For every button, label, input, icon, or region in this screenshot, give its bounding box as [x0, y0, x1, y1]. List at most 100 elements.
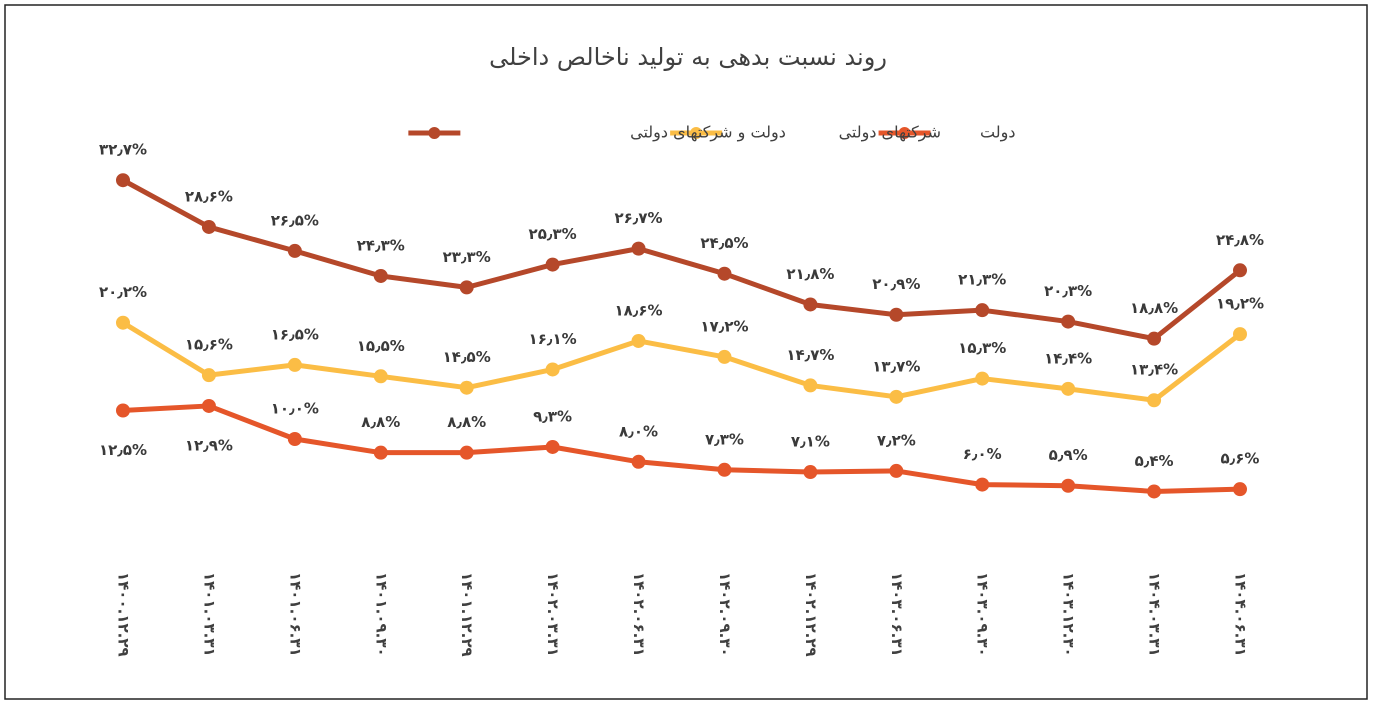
- x-tick-label: ۱۴۰۱.۰۹.۳۰: [372, 572, 390, 657]
- data-label: ۲۰٫۳%: [1044, 282, 1092, 300]
- data-point: [803, 378, 818, 393]
- x-tick-label: ۱۴۰۳.۱۲.۳۰: [1060, 572, 1078, 657]
- data-label: ۲۴٫۳%: [357, 236, 405, 254]
- data-point: [631, 454, 646, 469]
- data-point: [116, 315, 130, 330]
- data-label: ۲۴٫۸%: [1216, 231, 1264, 249]
- data-label: ۷٫۳%: [705, 430, 744, 448]
- x-tick-label: ۱۴۰۳.۰۶.۳۱: [888, 572, 906, 657]
- data-point: [803, 465, 818, 480]
- data-label: ۱۹٫۲%: [1216, 295, 1264, 313]
- data-point: [545, 439, 560, 454]
- data-label: ۱۲٫۵%: [99, 441, 147, 459]
- legend-marker: [898, 127, 911, 139]
- data-point: [201, 368, 216, 383]
- data-label: ۱۰٫۰%: [271, 400, 319, 418]
- data-label: ۷٫۱%: [791, 433, 830, 451]
- data-label: ۲۴٫۵%: [700, 234, 748, 252]
- data-point: [803, 297, 818, 312]
- data-point: [287, 357, 302, 372]
- data-label: ۱۳٫۴%: [1130, 361, 1178, 379]
- data-label: ۲۳٫۳%: [443, 248, 491, 266]
- data-point: [631, 333, 646, 348]
- data-label: ۱۴٫۷%: [786, 346, 834, 364]
- data-label: ۱۸٫۸%: [1130, 299, 1178, 317]
- data-label: ۲۸٫۶%: [185, 187, 233, 205]
- x-tick-label: ۱۴۰۳.۰۹.۳۰: [974, 572, 992, 657]
- x-tick-label: ۱۴۰۲.۰۶.۳۱: [630, 572, 648, 657]
- data-point: [459, 380, 474, 395]
- data-point: [1147, 331, 1162, 346]
- data-label: ۷٫۲%: [877, 431, 916, 449]
- data-point: [459, 280, 474, 295]
- legend-label: دولت: [980, 123, 1015, 143]
- data-label: ۱۶٫۱%: [529, 330, 577, 348]
- data-point: [116, 403, 130, 418]
- data-point: [1061, 314, 1076, 329]
- legend-label: دولت و شرکتهای دولتی: [630, 123, 786, 143]
- x-tick-label: ۱۴۰۲.۱۲.۲۹: [802, 572, 820, 657]
- data-label: ۸٫۰%: [619, 422, 658, 440]
- x-tick-label: ۱۴۰۰.۱۲.۲۹: [115, 572, 133, 657]
- x-tick-label: ۱۴۰۲.۰۳.۳۱: [544, 572, 562, 657]
- data-point: [1233, 482, 1247, 497]
- data-label: ۱۶٫۵%: [271, 325, 319, 343]
- data-label: ۱۵٫۶%: [185, 336, 233, 354]
- data-point: [545, 257, 560, 272]
- data-label: ۱۲٫۹%: [185, 436, 233, 454]
- x-tick-label: ۱۴۰۴.۰۶.۳۱: [1232, 572, 1250, 657]
- x-tick-label: ۱۴۰۱.۱۲.۲۹: [458, 572, 476, 657]
- data-point: [975, 371, 990, 386]
- data-point: [717, 266, 732, 281]
- data-point: [975, 303, 990, 318]
- data-point: [287, 243, 302, 258]
- data-point: [1147, 484, 1162, 499]
- data-point: [1061, 478, 1076, 493]
- x-tick-label: ۱۴۰۱.۰۶.۳۱: [286, 572, 304, 657]
- data-label: ۵٫۹%: [1049, 446, 1088, 464]
- data-point: [373, 369, 388, 384]
- x-tick-label: ۱۴۰۲.۰۹.۳۰: [716, 572, 734, 657]
- data-label: ۲۰٫۲%: [99, 283, 147, 301]
- data-point: [459, 445, 474, 460]
- data-point: [717, 462, 732, 477]
- data-point: [373, 445, 388, 460]
- data-label: ۲۶٫۷%: [614, 209, 662, 227]
- data-label: ۲۰٫۹%: [872, 275, 920, 293]
- data-point: [1147, 393, 1162, 408]
- data-label: ۱۵٫۳%: [958, 339, 1006, 357]
- data-label: ۲۶٫۵%: [271, 211, 319, 229]
- data-label: ۸٫۸%: [361, 413, 400, 431]
- data-label: ۸٫۸%: [447, 413, 486, 431]
- data-label: ۱۷٫۲%: [700, 317, 748, 335]
- data-label: ۱۳٫۷%: [872, 357, 920, 375]
- data-label: ۳۲٫۷%: [99, 141, 147, 159]
- data-label: ۵٫۶%: [1221, 450, 1260, 468]
- legend-marker: [690, 127, 703, 139]
- data-point: [287, 432, 302, 446]
- data-point: [1061, 381, 1076, 396]
- data-label: ۲۱٫۳%: [958, 271, 1006, 289]
- data-point: [889, 463, 904, 478]
- data-label: ۹٫۳%: [533, 407, 572, 425]
- data-point: [889, 389, 904, 404]
- data-label: ۲۵٫۳%: [529, 225, 577, 243]
- series-line: [121, 178, 1242, 342]
- data-point: [631, 241, 646, 256]
- data-point: [1233, 327, 1247, 342]
- data-label: ۱۸٫۶%: [614, 301, 662, 319]
- legend-label: شرکتهای دولتی: [839, 123, 941, 143]
- legend-marker: [428, 127, 441, 139]
- data-label: ۵٫۴%: [1135, 452, 1174, 470]
- series-line: [122, 403, 1241, 494]
- data-point: [889, 307, 904, 322]
- data-label: ۱۴٫۵%: [443, 348, 491, 366]
- data-point: [116, 173, 130, 188]
- data-point: [975, 477, 990, 492]
- data-point: [1233, 263, 1247, 278]
- data-label: ۶٫۰%: [963, 445, 1002, 463]
- data-label: ۱۵٫۵%: [357, 337, 405, 355]
- data-point: [201, 398, 216, 413]
